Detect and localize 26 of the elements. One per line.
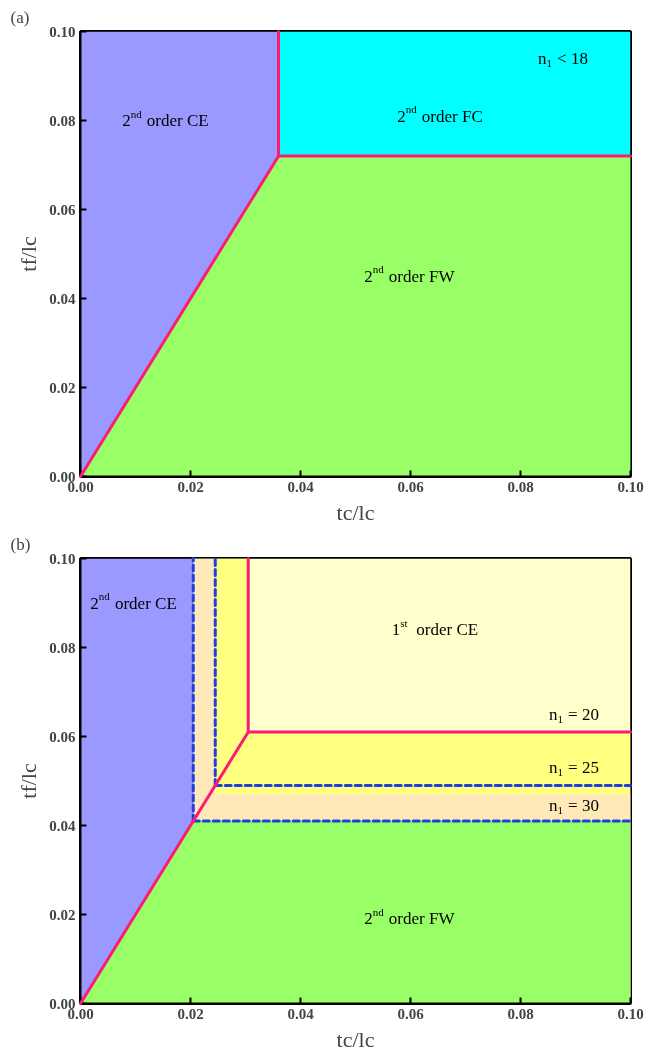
- x-tick-label: 0.02: [177, 478, 204, 495]
- y-tick-label: 0.02: [49, 379, 76, 396]
- y-tick-label: 0.04: [49, 817, 76, 834]
- x-tick-label: 0.06: [397, 1005, 425, 1022]
- x-axis-title: tc/lc: [336, 1026, 375, 1052]
- x-tick-label: 0.04: [287, 478, 315, 495]
- x-tick-label: 0.06: [397, 478, 425, 495]
- y-tick-label: 0.04: [49, 290, 76, 307]
- chart-title: (b): [10, 534, 31, 554]
- x-tick-label: 0.04: [287, 1005, 315, 1022]
- y-axis-title: tf/lc: [16, 763, 42, 799]
- y-tick-label: 0.10: [49, 550, 76, 567]
- x-axis-title: tc/lc: [336, 499, 375, 525]
- y-tick-label: 0.06: [49, 201, 76, 218]
- y-axis-title: tf/lc: [16, 236, 42, 272]
- y-tick-label: 0.08: [49, 112, 76, 129]
- x-tick-label: 0.08: [507, 1005, 534, 1022]
- y-tick-label: 0.10: [49, 23, 76, 40]
- x-tick-label: 0.10: [617, 1005, 644, 1022]
- y-tick-label: 0.06: [49, 728, 76, 745]
- y-tick-label: 0.02: [49, 906, 76, 923]
- chart-title: (a): [10, 7, 30, 27]
- x-tick-label: 0.10: [617, 478, 644, 495]
- x-tick-label: 0.02: [177, 1005, 204, 1022]
- x-tick-label: 0.08: [507, 478, 534, 495]
- y-tick-label: 0.08: [49, 639, 76, 656]
